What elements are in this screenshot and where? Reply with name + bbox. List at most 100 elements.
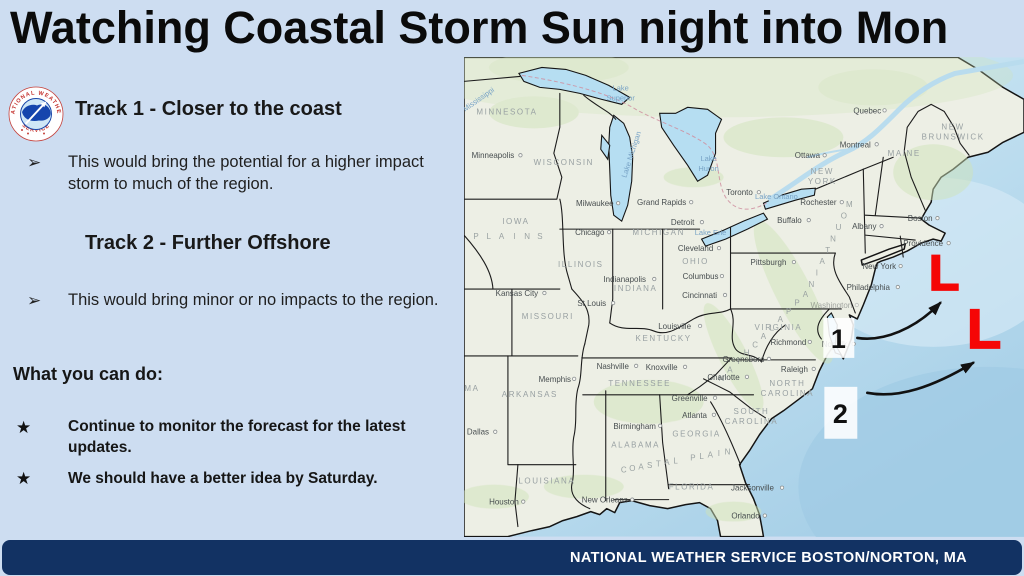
track2-heading: Track 2 - Further Offshore xyxy=(85,232,331,254)
arrow-bullet-icon: ➢ xyxy=(27,153,42,172)
map-region-label: O xyxy=(629,464,635,473)
map-state-label: NEW xyxy=(941,122,964,131)
page-title: Watching Coastal Storm Sun night into Mo… xyxy=(10,2,949,53)
map-state-label: TENNESSEE xyxy=(608,379,671,388)
map-state-label: MA xyxy=(464,384,479,393)
map-city-label: Greenville xyxy=(672,394,708,403)
star-bullet-icon: ★ xyxy=(16,418,32,437)
map-state-label: MAINE xyxy=(888,149,921,158)
map-city-label: Pittsburgh xyxy=(751,258,787,267)
map-city-dot xyxy=(699,220,705,225)
map-city-label: Nashville xyxy=(597,362,630,371)
nws-logo-arrowhead xyxy=(40,101,47,108)
map-city-label: Albany xyxy=(852,222,876,231)
map-state-label: INDIANA xyxy=(614,284,658,293)
map-state-label: YORK xyxy=(808,177,837,186)
map-city-label: Greensboro xyxy=(722,355,765,364)
map-region-label: L xyxy=(770,324,775,333)
map-city-dot xyxy=(839,200,844,205)
map-region-label: N xyxy=(725,448,731,457)
map-state-label: VIRGINIA xyxy=(755,323,803,332)
map-state-label: FLORIDA xyxy=(669,483,715,492)
map-water-label: Lake Erie xyxy=(695,228,727,237)
map-state-label: ALABAMA xyxy=(611,441,660,450)
action-item: We should have a better idea by Saturday… xyxy=(68,470,378,487)
map-city-label: Memphis xyxy=(539,375,571,384)
map-city-dot xyxy=(879,224,884,229)
map-state-label: WISCONSIN xyxy=(534,158,594,167)
map-city-dot xyxy=(935,216,940,221)
map-city-label: Grand Rapids xyxy=(637,198,686,207)
map-state-label: CAROLINA xyxy=(725,417,779,426)
track-number-box xyxy=(824,386,858,439)
map-region-label: A xyxy=(638,463,644,472)
map-city-dot xyxy=(874,142,879,147)
map-region-label: P xyxy=(473,232,478,241)
map-region-label: A xyxy=(708,451,714,460)
map-city-dot xyxy=(882,108,887,113)
map-city-label: Charlotte xyxy=(707,373,740,382)
track1-heading: Track 1 - Closer to the coast xyxy=(75,98,342,120)
map-state-label: MICHIGAN xyxy=(632,228,685,237)
map-region-label: C xyxy=(621,466,627,475)
map-region-label: H xyxy=(744,349,750,358)
track1-bullet-text: This would bring the potential for a hig… xyxy=(68,153,424,193)
map-city-label: St Louis xyxy=(577,299,606,308)
map-region-label: O xyxy=(841,212,847,221)
map-water-label: Lake xyxy=(613,83,629,92)
map-state-label: SOUTH xyxy=(734,407,770,416)
map-city-dot xyxy=(854,302,859,308)
map-city-label: Atlanta xyxy=(682,411,707,420)
map-region-label: S xyxy=(537,232,542,241)
actions-heading: What you can do: xyxy=(13,364,163,384)
map-region-label: A xyxy=(499,232,505,241)
st-lawrence-river xyxy=(767,58,1024,203)
map-city-dot xyxy=(652,276,657,282)
map-city-label: Buffalo xyxy=(777,216,802,225)
nws-logo-dot xyxy=(43,132,45,135)
map-region-label: P xyxy=(794,298,799,307)
map-state-label: KENTUCKY xyxy=(636,334,692,343)
map-city-label: Knoxville xyxy=(646,363,678,372)
map-city-dot xyxy=(711,412,717,417)
map-state-label: BRUNSWICK xyxy=(922,132,985,141)
map-city-dot xyxy=(521,499,526,504)
map-state-label: CAROLINA xyxy=(761,389,815,398)
map-region-label: C xyxy=(752,340,758,349)
map-state-label: LOUISIANA xyxy=(518,477,575,486)
map-state-label: OHIO xyxy=(682,257,709,266)
map-region-label: M xyxy=(846,200,853,209)
map-city-dot xyxy=(697,323,703,329)
map-city-label: Louisville xyxy=(658,322,691,331)
map-city-dot xyxy=(719,273,725,279)
map-region-label: N xyxy=(808,280,814,289)
map-water-label: Huron xyxy=(698,164,718,173)
map-state-label: IOWA xyxy=(502,217,529,226)
map-city-label: Providence xyxy=(903,239,943,248)
low-pressure-symbol: L xyxy=(929,245,960,301)
map-city-label: New Orleans xyxy=(582,496,628,505)
map-city-label: Kansas City xyxy=(496,289,539,298)
footer-bar: NATIONAL WEATHER SERVICE BOSTON/NORTON, … xyxy=(2,540,1022,575)
map-city-dot xyxy=(807,339,812,345)
map-region-label: I xyxy=(737,357,739,366)
map-city-dot xyxy=(762,513,767,518)
terrain-shading xyxy=(464,57,1013,522)
map-city-label: Philadelphia xyxy=(847,283,891,292)
map-city-label: Boston xyxy=(908,214,933,223)
map-city-dot xyxy=(722,292,728,298)
map-region-label: A xyxy=(727,365,733,374)
storm-track-arrow xyxy=(865,361,976,396)
map-region-label: P xyxy=(786,307,791,316)
low-pressure-symbol: L xyxy=(967,297,1001,360)
storm-track-map: MINNESOTAWISCONSINMICHIGANIOWAILLINOISIN… xyxy=(464,57,1024,537)
map-city-label: Houston xyxy=(489,498,519,507)
long-island xyxy=(860,243,906,266)
map-city-dot xyxy=(518,153,523,158)
map-city-label: Rochester xyxy=(800,198,837,207)
us-canada-border xyxy=(521,74,767,210)
map-city-label: Detroit xyxy=(671,218,695,227)
map-region-label: I xyxy=(816,269,818,278)
map-city-label: Orlando xyxy=(731,512,760,521)
